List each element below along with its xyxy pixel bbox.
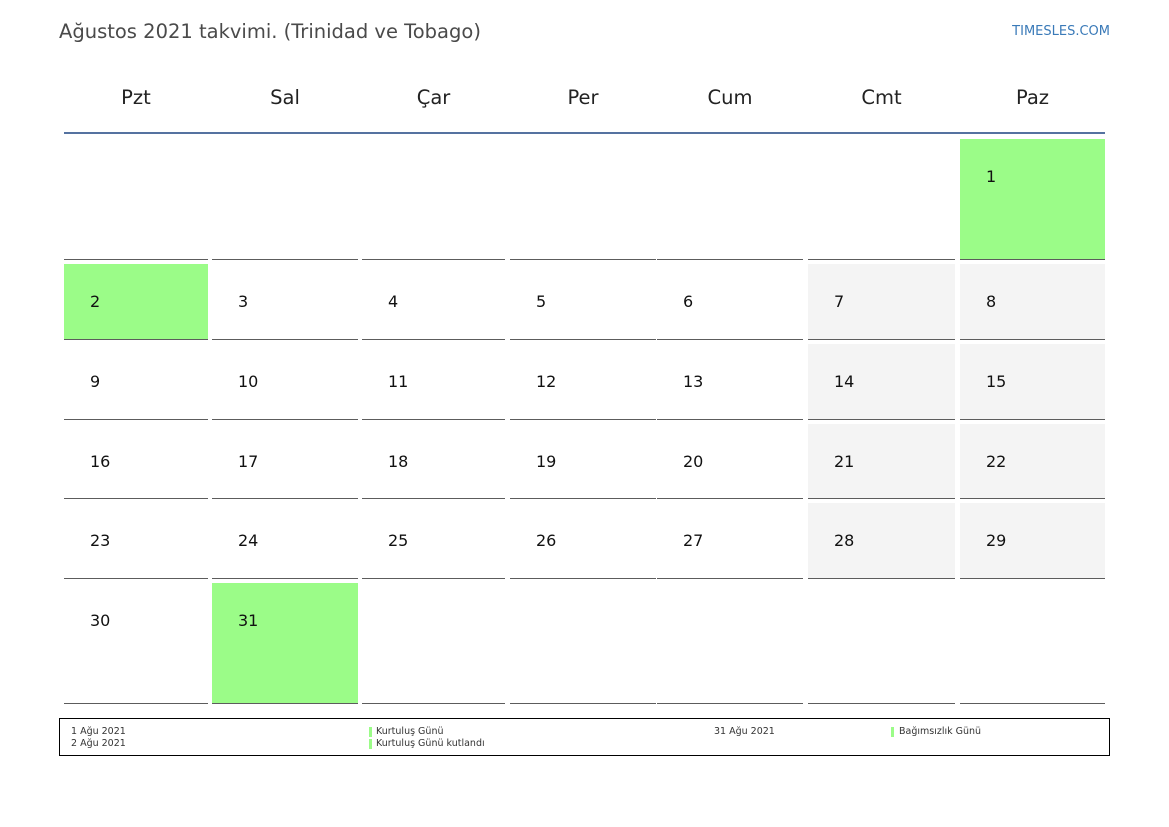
day-cell[interactable]: 25 [362, 503, 505, 579]
day-cell[interactable]: 5 [510, 264, 656, 340]
empty-day-cell [808, 583, 955, 704]
site-link[interactable]: TIMESLES.COM [1012, 24, 1110, 39]
day-cell[interactable]: 6 [657, 264, 803, 340]
day-cell[interactable]: 8 [960, 264, 1105, 340]
day-number: 10 [238, 372, 259, 391]
day-cell[interactable]: 12 [510, 344, 656, 420]
weekday-label: Paz [1015, 86, 1050, 109]
day-number: 11 [388, 372, 409, 391]
legend-holiday-name: Kurtuluş Günü [369, 726, 443, 737]
day-cell[interactable]: 14 [808, 344, 955, 420]
day-cell[interactable]: 10 [212, 344, 358, 420]
day-cell[interactable]: 22 [960, 424, 1105, 499]
empty-day-cell [657, 583, 803, 704]
day-number: 3 [238, 292, 249, 311]
day-number: 23 [90, 531, 111, 550]
empty-day-cell [657, 139, 803, 260]
day-number: 15 [986, 372, 1007, 391]
day-cell[interactable]: 17 [212, 424, 358, 499]
day-number: 16 [90, 452, 111, 471]
holiday-legend: 1 Ağu 2021 Kurtuluş Günü 2 Ağu 2021 Kurt… [59, 718, 1110, 756]
day-number: 18 [388, 452, 409, 471]
legend-holiday-name: Bağımsızlık Günü [891, 726, 981, 737]
empty-day-cell [362, 139, 505, 260]
day-number: 26 [536, 531, 557, 550]
day-number: 30 [90, 611, 111, 630]
day-cell[interactable]: 13 [657, 344, 803, 420]
legend-holiday-name: Kurtuluş Günü kutlandı [369, 738, 485, 749]
day-cell[interactable]: 16 [64, 424, 208, 499]
day-number: 7 [834, 292, 845, 311]
day-number: 13 [683, 372, 704, 391]
day-number: 4 [388, 292, 399, 311]
day-cell[interactable]: 15 [960, 344, 1105, 420]
day-number: 9 [90, 372, 101, 391]
empty-day-cell [362, 583, 505, 704]
day-cell[interactable]: 21 [808, 424, 955, 499]
calendar-title: Ağustos 2021 takvimi. (Trinidad ve Tobag… [59, 20, 481, 43]
day-number: 31 [238, 611, 259, 630]
day-cell-holiday[interactable]: 2 [64, 264, 208, 340]
empty-day-cell [960, 583, 1105, 704]
day-number: 5 [536, 292, 547, 311]
day-number: 20 [683, 452, 704, 471]
day-cell[interactable]: 29 [960, 503, 1105, 579]
day-cell[interactable]: 27 [657, 503, 803, 579]
day-number: 19 [536, 452, 557, 471]
day-number: 22 [986, 452, 1007, 471]
day-cell[interactable]: 4 [362, 264, 505, 340]
day-number: 24 [238, 531, 259, 550]
day-cell[interactable]: 24 [212, 503, 358, 579]
day-cell[interactable]: 26 [510, 503, 656, 579]
day-cell[interactable]: 28 [808, 503, 955, 579]
weekday-label: Per [567, 86, 599, 109]
day-number: 14 [834, 372, 855, 391]
day-number: 27 [683, 531, 704, 550]
day-cell[interactable]: 19 [510, 424, 656, 499]
empty-day-cell [510, 583, 656, 704]
empty-day-cell [808, 139, 955, 260]
day-cell[interactable]: 9 [64, 344, 208, 420]
day-cell[interactable]: 18 [362, 424, 505, 499]
day-number: 21 [834, 452, 855, 471]
legend-date: 2 Ağu 2021 [71, 738, 126, 749]
day-number: 12 [536, 372, 557, 391]
day-number: 25 [388, 531, 409, 550]
weekday-label: Pzt [121, 86, 151, 109]
day-number: 28 [834, 531, 855, 550]
day-number: 1 [986, 167, 997, 186]
day-number: 6 [683, 292, 694, 311]
legend-date: 1 Ağu 2021 [71, 726, 126, 737]
empty-day-cell [510, 139, 656, 260]
legend-date: 31 Ağu 2021 [714, 726, 775, 737]
day-cell-holiday[interactable]: 1 [960, 139, 1105, 260]
day-cell[interactable]: 7 [808, 264, 955, 340]
weekday-label: Cmt [861, 86, 902, 109]
day-cell[interactable]: 20 [657, 424, 803, 499]
day-number: 2 [90, 292, 101, 311]
day-number: 8 [986, 292, 997, 311]
day-cell-holiday[interactable]: 31 [212, 583, 358, 704]
weekday-label: Çar [416, 86, 451, 109]
day-number: 17 [238, 452, 259, 471]
day-number: 29 [986, 531, 1007, 550]
day-cell[interactable]: 30 [64, 583, 208, 704]
day-cell[interactable]: 11 [362, 344, 505, 420]
day-cell[interactable]: 23 [64, 503, 208, 579]
weekday-header-row: Pzt Sal Çar Per Cum Cmt Paz [64, 76, 1105, 134]
empty-day-cell [212, 139, 358, 260]
weekday-label: Cum [707, 86, 753, 109]
weekday-label: Sal [270, 86, 300, 109]
empty-day-cell [64, 139, 208, 260]
day-cell[interactable]: 3 [212, 264, 358, 340]
